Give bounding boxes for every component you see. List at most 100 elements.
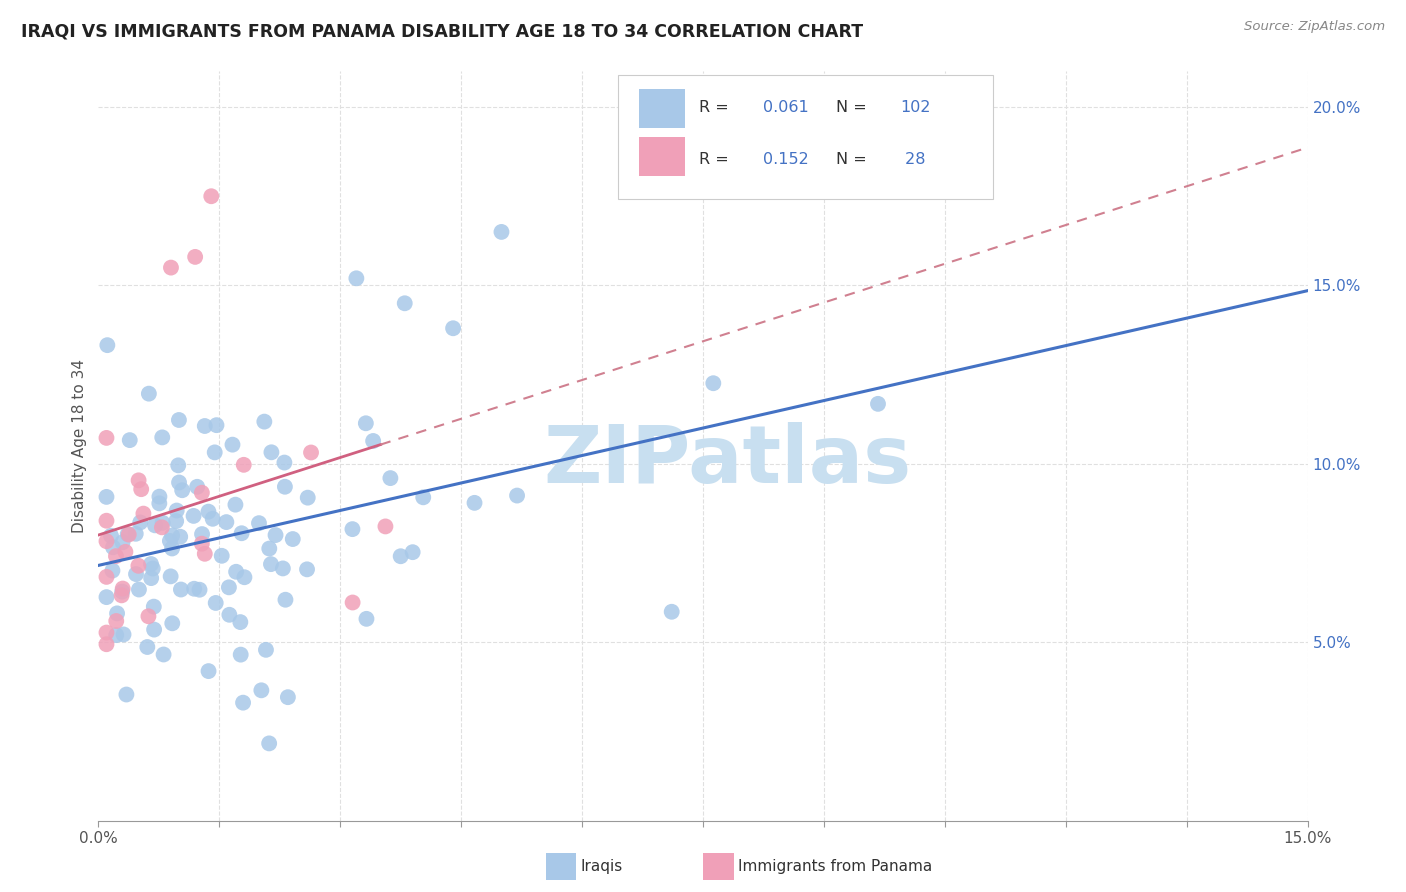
Point (150, 430, 173, 444)
Point (125, 526, 148, 541)
Point (142, 561, 165, 575)
Point (127, 558, 149, 573)
Point (152, 648, 174, 662)
Text: ZIPatlas: ZIPatlas (543, 422, 911, 500)
Point (96, 590, 118, 604)
Point (159, 533, 181, 548)
Point (233, 570, 256, 584)
Point (160, 260, 183, 275)
Point (204, 445, 226, 459)
Point (194, 419, 217, 434)
Point (506, 489, 529, 503)
Text: 0.061: 0.061 (763, 100, 810, 115)
Point (148, 490, 170, 504)
Point (112, 627, 135, 641)
Point (150, 520, 173, 534)
Point (139, 557, 162, 571)
Text: 28: 28 (900, 153, 925, 168)
Point (204, 596, 226, 610)
Y-axis label: Disability Age 18 to 34: Disability Age 18 to 34 (72, 359, 87, 533)
Point (866, 397, 889, 411)
Point (191, 485, 214, 500)
Point (361, 434, 384, 448)
Point (224, 498, 246, 512)
Point (138, 386, 160, 401)
Point (215, 515, 238, 529)
Point (96, 514, 118, 528)
Point (274, 480, 297, 494)
Bar (546, 853, 576, 880)
Point (142, 599, 165, 614)
Point (232, 458, 254, 472)
Text: 102: 102 (900, 100, 931, 115)
Point (277, 690, 299, 705)
Point (389, 549, 412, 564)
Point (160, 541, 183, 556)
Text: N =: N = (837, 100, 872, 115)
Point (356, 612, 378, 626)
Point (264, 528, 287, 542)
Point (118, 527, 141, 541)
Point (260, 557, 283, 571)
Point (105, 614, 128, 628)
Bar (638, 137, 685, 177)
Point (401, 545, 423, 559)
Text: Source: ZipAtlas.com: Source: ZipAtlas.com (1244, 20, 1385, 33)
Point (297, 491, 319, 505)
Point (111, 582, 134, 596)
Point (141, 571, 163, 585)
Point (274, 592, 297, 607)
Point (254, 643, 277, 657)
Point (412, 491, 434, 505)
Point (194, 547, 217, 561)
Point (661, 605, 683, 619)
Point (191, 537, 214, 551)
Point (374, 519, 396, 533)
Point (184, 250, 207, 264)
Point (143, 623, 166, 637)
Point (115, 688, 138, 702)
Point (260, 445, 283, 459)
Point (111, 535, 134, 549)
Point (101, 564, 124, 578)
Point (159, 569, 181, 583)
Point (148, 496, 170, 510)
Point (186, 480, 208, 494)
Point (96, 534, 118, 549)
Point (247, 516, 270, 530)
Point (96, 431, 118, 445)
Point (167, 475, 190, 490)
Point (128, 474, 150, 488)
Point (117, 527, 139, 541)
Point (172, 483, 194, 498)
Text: 0.152: 0.152 (763, 153, 810, 168)
Point (136, 640, 159, 654)
Point (104, 549, 127, 563)
Point (205, 418, 228, 433)
Text: IRAQI VS IMMIGRANTS FROM PANAMA DISABILITY AGE 18 TO 34 CORRELATION CHART: IRAQI VS IMMIGRANTS FROM PANAMA DISABILI… (21, 22, 863, 40)
Point (271, 561, 294, 575)
Point (165, 514, 187, 528)
Point (110, 588, 132, 602)
Point (111, 584, 134, 599)
Point (197, 505, 219, 519)
Text: Immigrants from Panama: Immigrants from Panama (738, 859, 932, 873)
Text: R =: R = (699, 153, 734, 168)
Point (183, 582, 205, 596)
Point (380, 471, 402, 485)
Point (299, 445, 322, 459)
Point (167, 413, 190, 427)
Point (96, 637, 118, 651)
Point (441, 321, 464, 335)
Point (114, 545, 136, 559)
Point (463, 496, 485, 510)
Point (132, 507, 155, 521)
Bar (638, 88, 685, 128)
Point (105, 607, 128, 621)
Point (118, 433, 141, 447)
Point (231, 526, 253, 541)
Point (218, 580, 240, 594)
Point (232, 696, 254, 710)
Point (702, 376, 724, 391)
Point (100, 529, 122, 543)
